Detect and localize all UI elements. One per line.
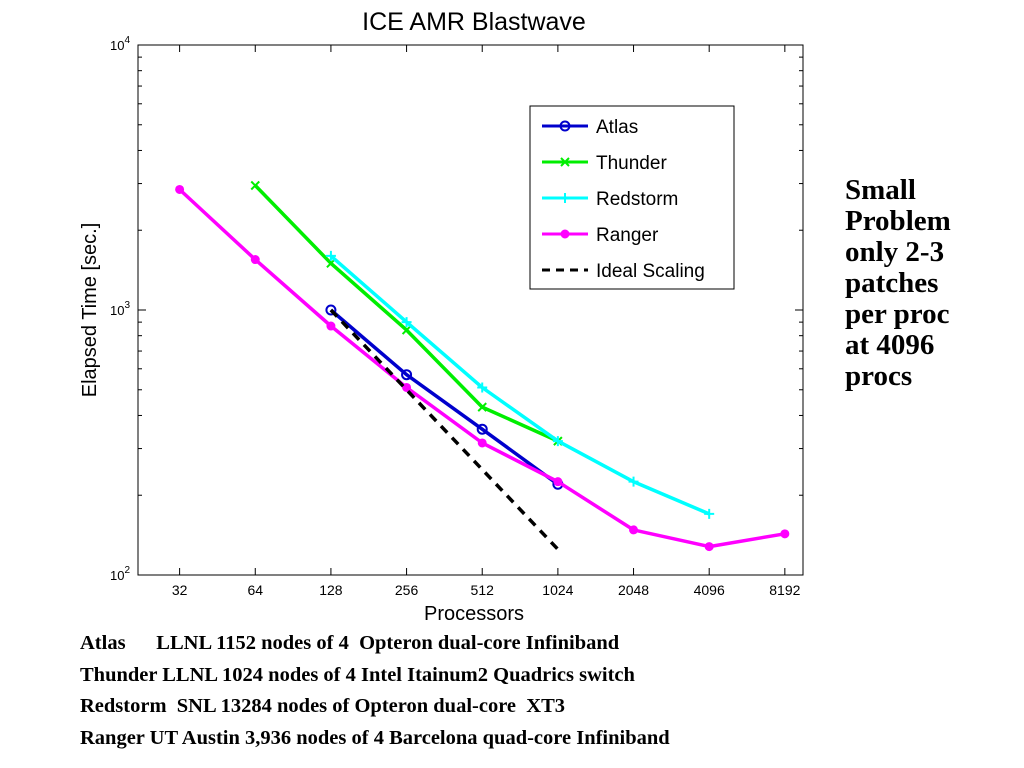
x-tick-label: 32 <box>172 582 188 598</box>
data-point-ranger <box>477 438 487 448</box>
x-axis-label: Processors <box>424 603 524 625</box>
series-line-ideal-scaling <box>329 308 560 551</box>
series-thunder <box>250 180 563 446</box>
legend-item-atlas: Atlas <box>542 117 638 138</box>
legend-item-ideal-scaling: Ideal Scaling <box>542 261 705 282</box>
y-axis-label: Elapsed Time [sec.] <box>79 223 101 398</box>
y-tick-label: 102 <box>110 565 130 583</box>
x-tick-label: 8192 <box>769 582 800 598</box>
x-tick-label: 128 <box>319 582 343 598</box>
legend-label: Ideal Scaling <box>596 261 705 282</box>
data-point-atlas <box>401 369 413 381</box>
legend-item-thunder: Thunder <box>542 153 667 174</box>
data-point-atlas <box>476 423 488 435</box>
side-note-line: per proc <box>845 298 950 330</box>
legend: Atlas Thunder Redstorm Ranger Ideal Scaling <box>529 105 735 290</box>
x-tick-label: 4096 <box>694 582 725 598</box>
data-point-redstorm <box>628 476 639 487</box>
footnote-ranger: Ranger UT Austin 3,936 nodes of 4 Barcel… <box>80 726 670 749</box>
x-tick-label: 512 <box>471 582 495 598</box>
series-redstorm <box>325 250 715 519</box>
footnote-redstorm: Redstorm SNL 13284 nodes of Opteron dual… <box>80 695 565 717</box>
legend-marker <box>560 193 570 203</box>
legend-marker <box>560 229 570 239</box>
data-point-ranger <box>250 255 260 265</box>
legend-marker <box>559 120 571 132</box>
data-point-atlas <box>325 304 337 316</box>
side-note: Small Problem only 2-3 patches per proc … <box>845 175 1015 392</box>
legend-label: Redstorm <box>596 189 678 210</box>
series-line-thunder <box>254 184 559 443</box>
y-tick-label: 104 <box>110 35 130 53</box>
chart-title: ICE AMR Blastwave <box>362 8 586 36</box>
series-ideal-scaling <box>329 308 560 551</box>
data-point-redstorm <box>325 250 336 261</box>
side-note-line: Small <box>845 174 916 206</box>
legend-label: Atlas <box>596 117 638 138</box>
legend-label: Ranger <box>596 225 659 246</box>
side-note-line: only 2-3 <box>845 236 945 268</box>
legend-item-ranger: Ranger <box>542 225 659 246</box>
side-note-line: patches <box>845 267 939 299</box>
data-point-ranger <box>553 477 563 487</box>
legend-label: Thunder <box>596 153 667 174</box>
side-note-line: at 4096 <box>845 329 935 361</box>
series-atlas <box>325 304 564 490</box>
data-point-ranger <box>704 542 714 552</box>
series-line-redstorm <box>329 254 710 516</box>
data-point-thunder <box>326 258 336 269</box>
x-tick-label: 64 <box>247 582 263 598</box>
data-point-thunder <box>250 180 260 191</box>
footnote-thunder: Thunder LLNL 1024 nodes of 4 Intel Itain… <box>80 663 635 686</box>
x-tick-label: 1024 <box>542 582 573 598</box>
legend-marker <box>560 157 570 167</box>
data-point-redstorm <box>552 436 563 447</box>
chart: ICE AMR Blastwave 32 64 128 256 512 1024 2048 4… <box>79 8 804 625</box>
series-line-atlas <box>329 308 559 486</box>
y-tick-label: 103 <box>110 300 130 318</box>
series-ranger <box>175 184 790 552</box>
data-point-ranger <box>326 321 336 331</box>
side-note-line: procs <box>845 360 913 392</box>
x-tick-label: 2048 <box>618 582 649 598</box>
data-point-ranger <box>175 184 185 194</box>
data-point-redstorm <box>477 382 488 393</box>
data-point-thunder <box>477 402 487 412</box>
footnotes: Atlas LLNL 1152 nodes of 4 Opteron dual-… <box>80 628 670 754</box>
x-tick-label: 256 <box>395 582 419 598</box>
footnote-atlas: Atlas LLNL 1152 nodes of 4 Opteron dual-… <box>80 632 620 654</box>
data-point-ranger <box>402 382 412 392</box>
side-note-line: Problem <box>845 205 951 237</box>
data-point-redstorm <box>704 508 715 519</box>
legend-item-redstorm: Redstorm <box>542 189 678 210</box>
data-point-ranger <box>780 529 790 539</box>
data-point-redstorm <box>401 317 412 328</box>
data-point-ranger <box>629 525 639 535</box>
data-point-thunder <box>401 325 412 335</box>
